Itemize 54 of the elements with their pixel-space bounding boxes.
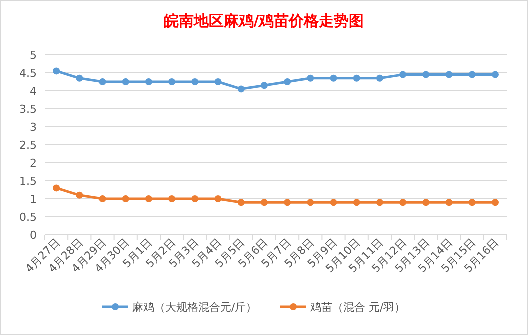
y-tick-label: 2.5 bbox=[20, 139, 37, 152]
point bbox=[446, 199, 453, 206]
point bbox=[330, 74, 338, 82]
y-tick-label: 2 bbox=[30, 157, 37, 170]
point bbox=[400, 71, 407, 78]
point bbox=[122, 78, 130, 86]
point bbox=[353, 74, 360, 82]
point bbox=[400, 199, 407, 206]
chart-title: 皖南地区麻鸡/鸡苗价格走势图 bbox=[164, 12, 364, 30]
y-tick-label: 3 bbox=[30, 121, 37, 134]
point bbox=[307, 74, 314, 82]
point bbox=[260, 199, 268, 206]
point bbox=[238, 86, 245, 93]
point bbox=[76, 74, 84, 82]
point bbox=[122, 196, 130, 202]
point bbox=[214, 196, 222, 202]
point bbox=[446, 71, 453, 78]
point bbox=[468, 71, 476, 78]
point bbox=[260, 82, 268, 90]
y-tick-label: 5 bbox=[30, 49, 37, 62]
point bbox=[99, 78, 106, 86]
point bbox=[376, 74, 384, 82]
point bbox=[284, 199, 292, 206]
point bbox=[145, 78, 152, 86]
point bbox=[468, 199, 476, 206]
y-tick-label: 1.5 bbox=[20, 175, 37, 188]
legend-label: 鸡苗（混合 元/羽） bbox=[310, 301, 406, 314]
y-tick-label: 0.5 bbox=[20, 211, 37, 224]
legend-label: 麻鸡（大规格混合元/斤） bbox=[132, 301, 258, 314]
point bbox=[168, 196, 176, 202]
point bbox=[284, 78, 292, 86]
point bbox=[99, 196, 106, 202]
y-tick-label: 0 bbox=[30, 229, 37, 242]
point bbox=[76, 192, 84, 199]
point bbox=[192, 78, 199, 86]
point bbox=[422, 71, 430, 78]
y-tick-label: 4.5 bbox=[20, 67, 37, 80]
point bbox=[192, 196, 199, 202]
y-tick-label: 1 bbox=[30, 193, 37, 206]
point bbox=[168, 78, 176, 86]
point bbox=[422, 199, 430, 206]
point bbox=[53, 68, 60, 75]
point bbox=[53, 184, 60, 192]
point bbox=[376, 199, 384, 206]
y-tick-label: 4 bbox=[30, 85, 37, 98]
point bbox=[145, 196, 152, 202]
point bbox=[238, 199, 245, 206]
point bbox=[492, 199, 499, 206]
point bbox=[307, 199, 314, 206]
point bbox=[353, 199, 360, 206]
y-tick-label: 3.5 bbox=[20, 103, 37, 116]
point bbox=[214, 78, 222, 86]
point bbox=[330, 199, 338, 206]
point bbox=[492, 71, 499, 78]
